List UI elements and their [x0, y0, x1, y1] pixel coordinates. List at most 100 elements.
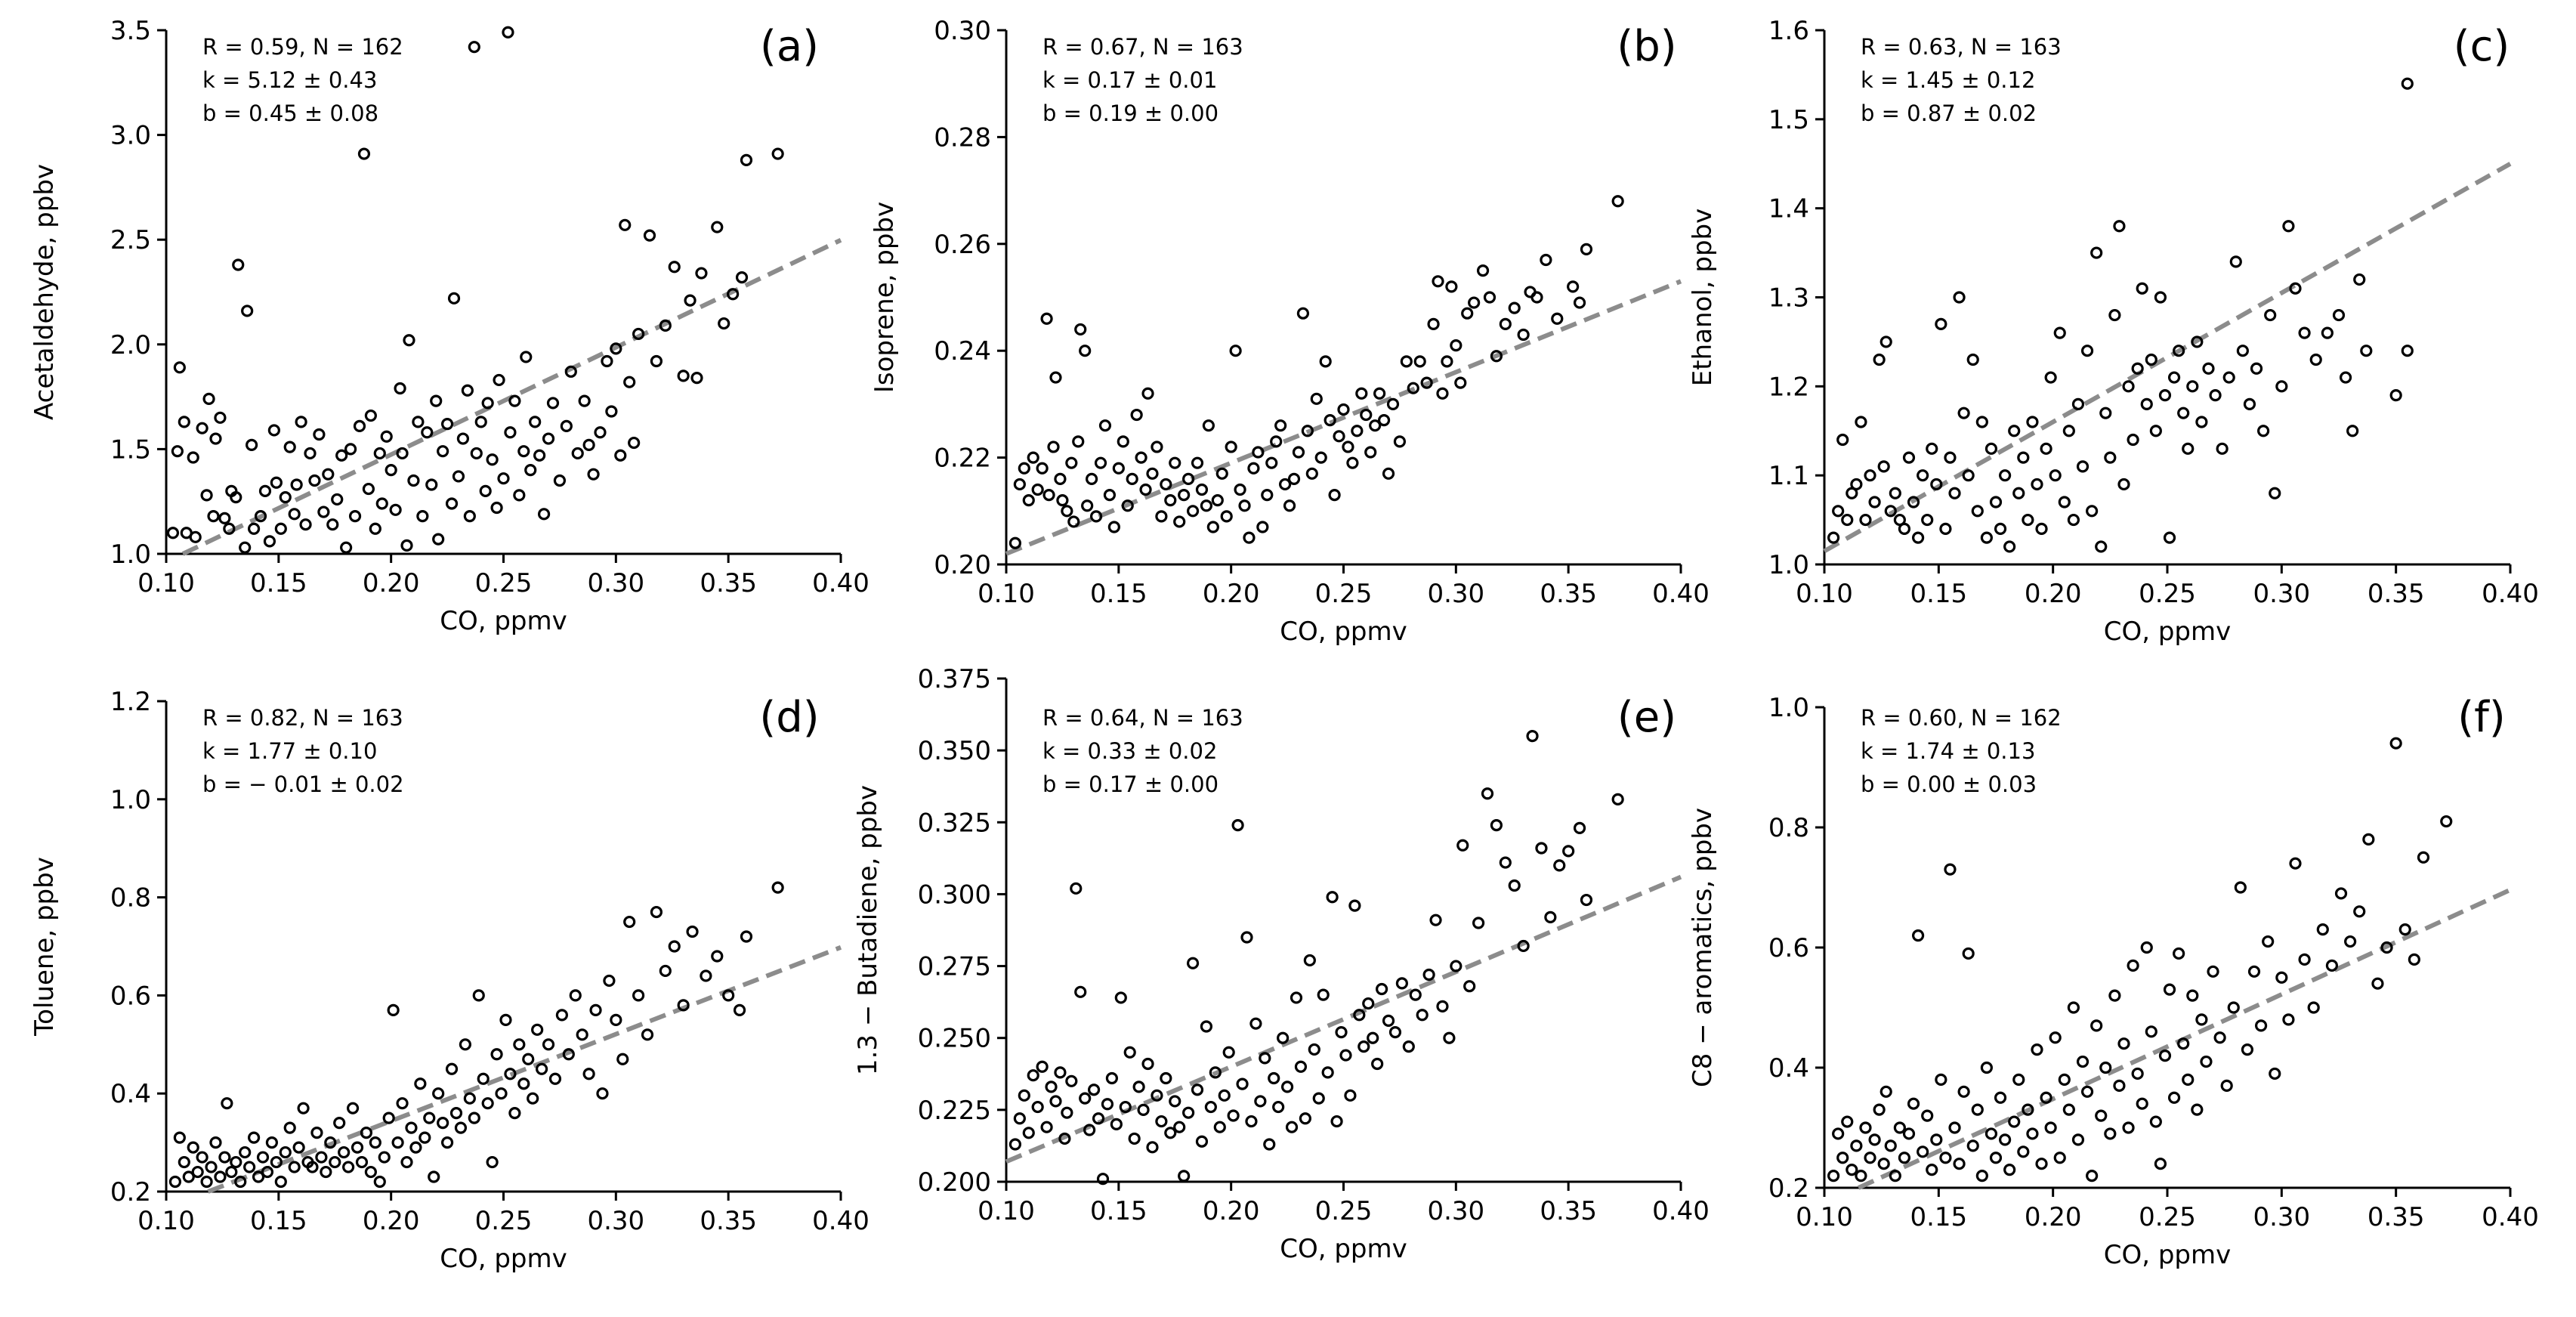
data-point	[2035, 1158, 2048, 1170]
data-point	[470, 447, 483, 460]
stats-line: k = 1.77 ± 0.10	[202, 738, 377, 764]
data-point	[1873, 353, 1886, 366]
data-point	[1420, 376, 1433, 389]
data-point	[1508, 879, 1521, 892]
data-point	[223, 522, 236, 535]
y-axis-label: Toluene, ppbv	[29, 857, 60, 1037]
data-point	[256, 1151, 270, 1164]
data-point	[1351, 425, 1364, 437]
data-point	[1367, 1031, 1379, 1044]
data-point	[632, 989, 645, 1002]
data-point	[364, 1165, 377, 1179]
data-point	[1022, 1127, 1035, 1139]
data-point	[1164, 494, 1177, 507]
data-point	[1921, 513, 1934, 527]
data-point	[2154, 291, 2167, 304]
x-tick-label: 0.35	[700, 1206, 757, 1236]
data-point	[270, 476, 283, 489]
data-point	[479, 484, 492, 497]
regression-line	[1005, 279, 1682, 556]
y-tick-label: 1.0	[1768, 550, 1809, 580]
data-point	[1310, 392, 1323, 405]
data-point	[2200, 1055, 2213, 1068]
data-point	[331, 493, 344, 506]
data-point	[1317, 988, 1330, 1001]
data-point	[182, 1170, 195, 1183]
data-point	[310, 1127, 323, 1139]
data-point	[214, 411, 227, 424]
x-tick-label: 0.10	[137, 1206, 195, 1236]
data-point	[1139, 483, 1152, 496]
x-tick-label: 0.10	[1796, 1202, 1853, 1232]
data-point	[2167, 371, 2181, 384]
data-point	[1008, 536, 1022, 549]
y-tick-label: 0.24	[934, 336, 991, 366]
data-point	[490, 1048, 503, 1061]
data-point	[1868, 1133, 1881, 1146]
data-point	[2086, 505, 2099, 518]
data-point	[2140, 397, 2153, 411]
y-tick-label: 1.0	[110, 539, 151, 570]
y-tick-label: 0.26	[934, 230, 991, 260]
data-point	[1333, 430, 1345, 443]
data-point	[1859, 513, 1872, 527]
data-point	[1926, 442, 1938, 455]
data-point	[610, 1013, 622, 1026]
x-tick-label: 0.30	[587, 568, 644, 598]
data-point	[290, 478, 303, 491]
stats-line: b = 0.45 ± 0.08	[202, 100, 378, 126]
data-point	[2417, 851, 2430, 864]
data-point	[1096, 1173, 1110, 1186]
data-point	[1432, 275, 1444, 288]
data-point	[2031, 1043, 2043, 1056]
x-tick-label: 0.25	[1315, 1196, 1373, 1226]
data-point	[1884, 1139, 1897, 1152]
data-point	[297, 1102, 310, 1115]
data-point	[1499, 317, 1512, 330]
data-point	[230, 1155, 242, 1169]
data-point	[722, 989, 735, 1002]
data-point	[486, 1155, 499, 1169]
data-point	[218, 512, 231, 524]
data-point	[2360, 345, 2373, 357]
x-tick-label: 0.15	[1090, 579, 1147, 609]
panel-tag: (b)	[1617, 22, 1676, 71]
data-point	[166, 527, 180, 539]
data-point	[2321, 326, 2334, 339]
data-point	[189, 530, 202, 543]
data-point	[1962, 947, 1975, 960]
data-point	[1164, 1127, 1177, 1139]
data-point	[1191, 1084, 1204, 1096]
data-point	[562, 1048, 575, 1061]
data-point	[2136, 1097, 2148, 1110]
y-tick-label: 0.30	[934, 16, 991, 46]
data-point	[178, 416, 190, 428]
data-point	[171, 445, 184, 458]
data-point	[348, 510, 362, 523]
data-point	[2108, 308, 2121, 322]
data-point	[369, 1136, 381, 1149]
x-tick-label: 0.30	[2253, 1202, 2310, 1232]
data-point	[1526, 730, 1539, 743]
data-point	[553, 474, 567, 487]
x-tick-label: 0.25	[2139, 1202, 2196, 1232]
y-tick-label: 1.5	[1768, 105, 1809, 135]
data-point	[1376, 982, 1388, 996]
data-point	[1957, 407, 1970, 419]
data-point	[650, 905, 663, 919]
data-point	[686, 925, 699, 938]
panel-tag: (c)	[2454, 22, 2510, 71]
data-point	[1146, 467, 1159, 480]
data-point	[1530, 291, 1543, 304]
data-point	[2140, 941, 2153, 954]
x-tick-label: 0.40	[2482, 579, 2539, 609]
data-point	[735, 271, 749, 284]
data-point	[1407, 382, 1419, 394]
data-point	[513, 489, 526, 502]
x-tick-label: 0.25	[2139, 579, 2196, 609]
data-point	[1346, 456, 1359, 469]
data-point	[1098, 419, 1112, 432]
data-point	[1393, 435, 1407, 448]
data-point	[1436, 387, 1449, 400]
data-point	[1445, 280, 1458, 293]
